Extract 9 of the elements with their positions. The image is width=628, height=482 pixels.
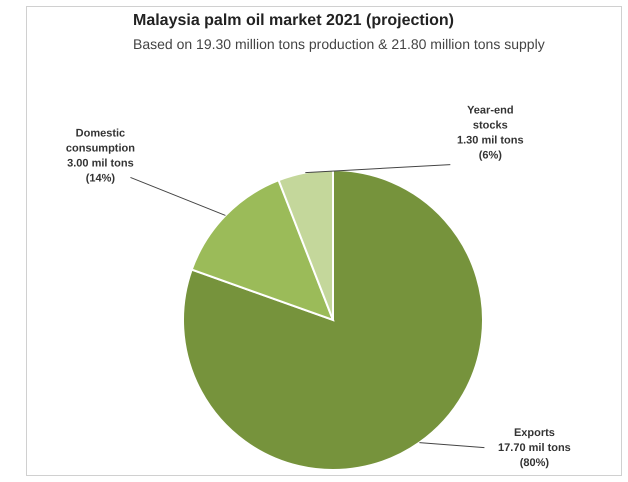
data-label: 1.30 mil tons (6%) — [456, 134, 524, 162]
chart-subtitle: Based on 19.30 million tons production & 21.80 million tons supply — [133, 35, 546, 54]
chart-title: Malaysia palm oil market 2021 (projection) — [133, 12, 456, 30]
data-label: 17.70 mil tons (80%) — [498, 442, 571, 470]
slice-label: Domestic consumption — [66, 127, 136, 154]
pie-slice — [182, 169, 484, 471]
slice-label: Exports — [514, 427, 555, 440]
slice-label: Year-end stocks — [467, 104, 514, 132]
data-label: 3.00 mil tons (14%) — [67, 157, 134, 184]
